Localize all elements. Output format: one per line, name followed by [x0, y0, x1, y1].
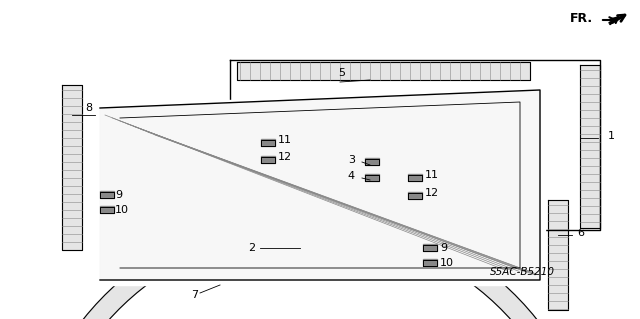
- Bar: [261, 156, 275, 163]
- Bar: [100, 206, 114, 213]
- Polygon shape: [237, 62, 530, 80]
- Bar: [261, 139, 275, 146]
- Text: S5AC-B5210: S5AC-B5210: [490, 267, 555, 277]
- Polygon shape: [95, 100, 545, 285]
- Polygon shape: [100, 90, 540, 280]
- Polygon shape: [580, 65, 600, 228]
- Text: 11: 11: [278, 135, 292, 145]
- Text: 9: 9: [115, 190, 122, 200]
- Bar: [100, 191, 114, 198]
- Text: 6: 6: [577, 228, 584, 238]
- Polygon shape: [548, 200, 568, 310]
- Bar: [365, 158, 379, 165]
- Text: 1: 1: [608, 131, 615, 141]
- Text: 2: 2: [248, 243, 255, 253]
- Text: 4: 4: [348, 171, 355, 181]
- Bar: [423, 244, 437, 251]
- Text: FR.: FR.: [570, 11, 593, 25]
- Text: 11: 11: [425, 170, 439, 180]
- Text: 12: 12: [278, 152, 292, 162]
- Text: 9: 9: [440, 243, 447, 253]
- Text: 7: 7: [191, 290, 198, 300]
- Bar: [365, 174, 379, 181]
- Text: 10: 10: [115, 205, 129, 215]
- Bar: [423, 259, 437, 266]
- Bar: [408, 174, 422, 181]
- Text: 3: 3: [348, 155, 355, 165]
- Polygon shape: [52, 210, 568, 319]
- Text: 10: 10: [440, 258, 454, 268]
- Bar: [408, 192, 422, 199]
- Text: 5: 5: [339, 68, 346, 78]
- Text: 8: 8: [85, 103, 92, 113]
- Polygon shape: [62, 85, 82, 250]
- Text: 12: 12: [425, 188, 439, 198]
